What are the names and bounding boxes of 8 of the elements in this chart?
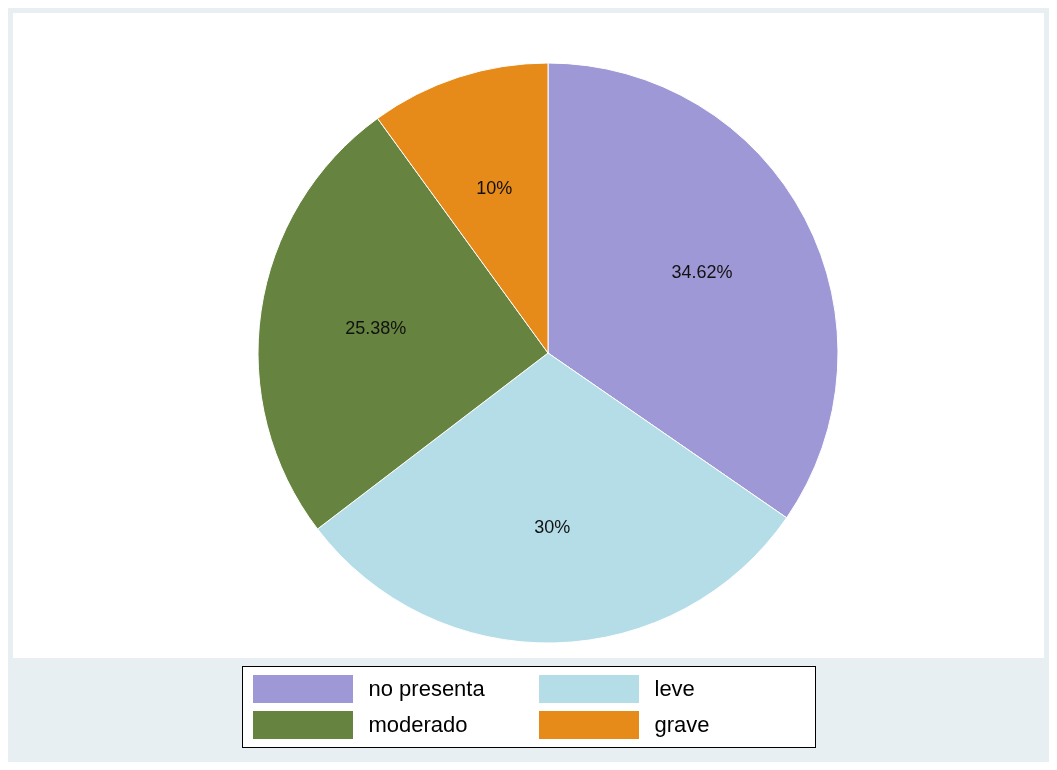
legend-label: grave [654, 712, 711, 738]
data-label: 25.38% [345, 317, 407, 338]
legend-label: no presenta [368, 676, 486, 702]
data-label: 34.62% [671, 262, 733, 283]
legend-label: moderado [368, 712, 469, 738]
data-label: 30% [534, 516, 571, 537]
data-label: 10% [476, 177, 513, 198]
legend-label: leve [654, 676, 696, 702]
